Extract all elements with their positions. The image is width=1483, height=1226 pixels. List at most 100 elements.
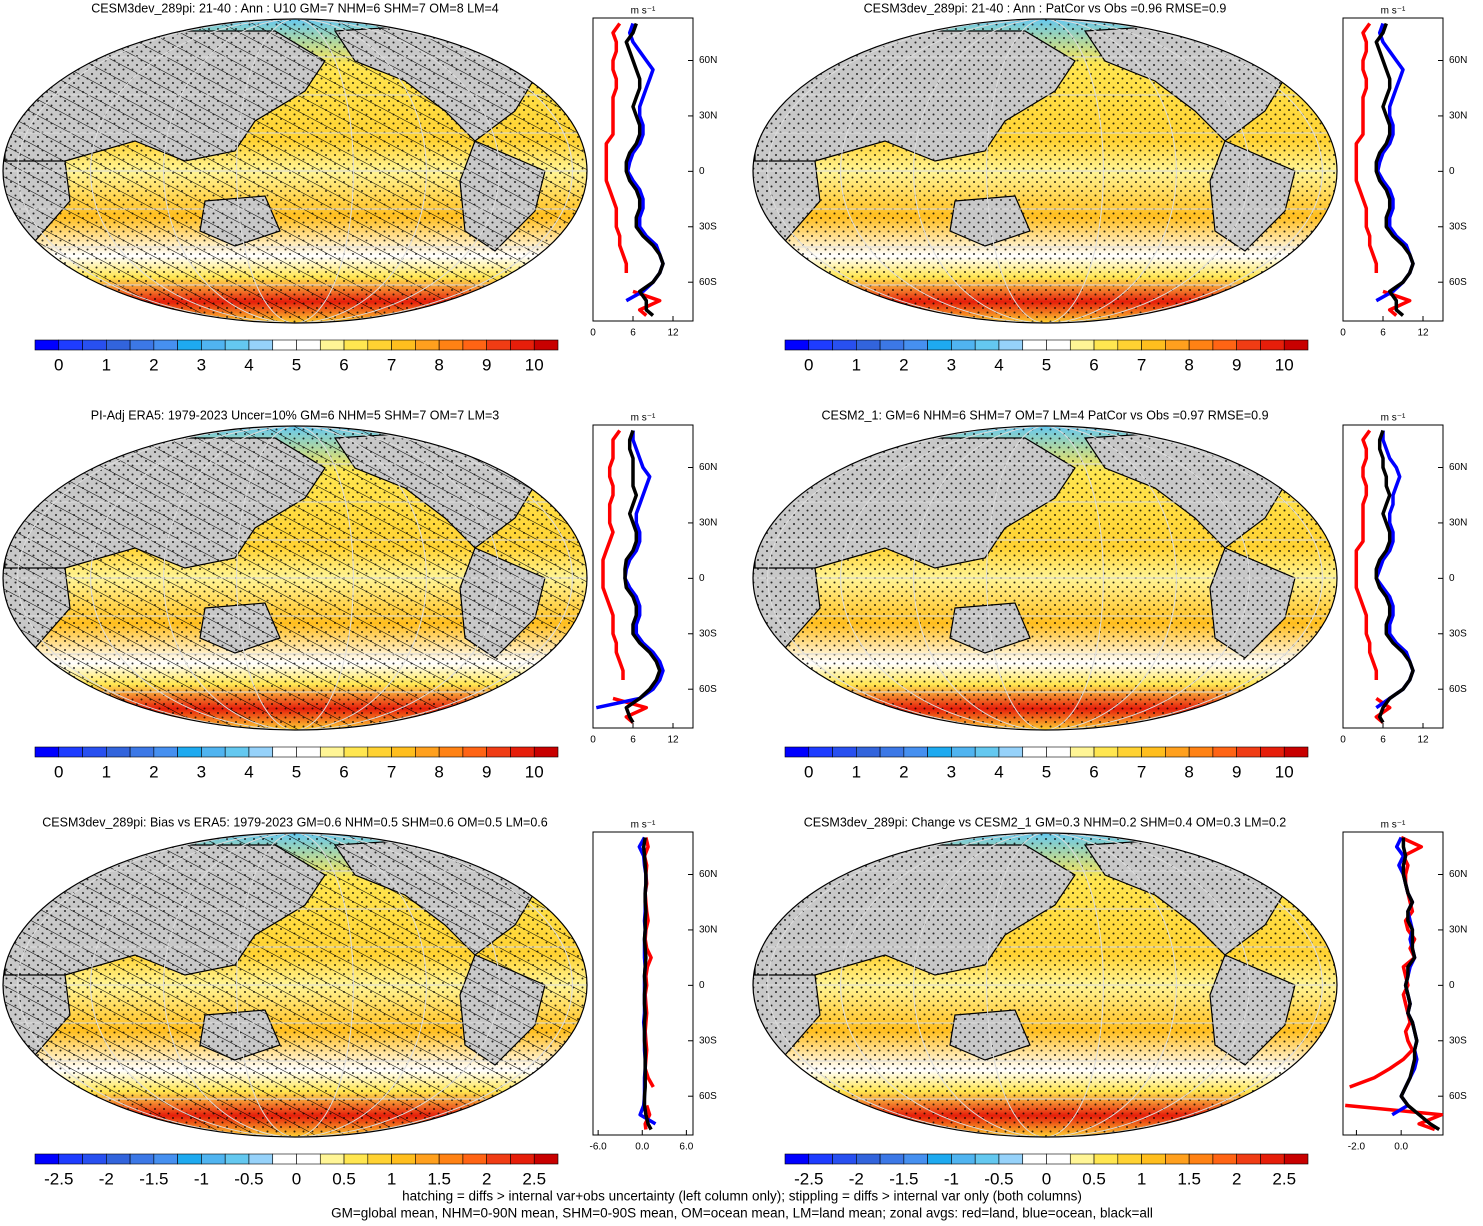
colorbar-box	[784, 746, 810, 758]
colorbar-box	[224, 1153, 250, 1165]
colorbar-box	[1188, 339, 1214, 351]
colorbar-box	[438, 746, 464, 758]
colorbar-tick-label: 1	[852, 762, 861, 781]
y-tick-label: 60S	[1449, 277, 1467, 288]
colorbar-box	[533, 746, 559, 758]
colorbar-box	[1046, 339, 1071, 351]
colorbar-box	[415, 746, 440, 758]
colorbar-box	[927, 746, 952, 758]
colorbar-tick-label: 6	[1089, 762, 1098, 781]
y-tick-label: 60S	[1449, 1091, 1467, 1102]
colorbar-box	[177, 339, 202, 351]
map-border	[752, 832, 1338, 1138]
panel-title: PI-Adj ERA5: 1979-2023 Uncer=10% GM=6 NH…	[91, 408, 500, 422]
map-border	[2, 832, 588, 1138]
zonal-line	[1374, 429, 1415, 724]
colorbar-box	[998, 1153, 1024, 1165]
colorbar-tick-label: 0	[804, 355, 813, 374]
colorbar-box	[879, 746, 905, 758]
x-tick-label: 0	[590, 735, 596, 746]
colorbar-tick-label: 2	[149, 762, 158, 781]
colorbar-box	[879, 339, 905, 351]
colorbar-box	[34, 339, 60, 351]
x-tick-label: 12	[667, 735, 679, 746]
colorbar-box	[1260, 746, 1285, 758]
colorbar-box	[951, 339, 976, 351]
y-tick-label: 60N	[699, 462, 717, 473]
colorbar-box	[1022, 1153, 1047, 1165]
colorbar-box	[1046, 1153, 1071, 1165]
colorbar-box	[1212, 1153, 1237, 1165]
zonal-frame	[592, 17, 694, 322]
y-tick-label: 30S	[699, 221, 717, 232]
x-tick-label: 12	[1417, 328, 1429, 339]
y-tick-label: 0	[699, 980, 705, 991]
y-tick-label: 30N	[699, 925, 717, 936]
colorbar-box	[832, 339, 857, 351]
colorbar-tick-label: 2.5	[1272, 1169, 1296, 1188]
colorbar-box	[856, 746, 881, 758]
colorbar-box	[1022, 339, 1047, 351]
colorbar-tick-label: 0.5	[332, 1169, 356, 1188]
colorbar-box	[272, 1153, 297, 1165]
colorbar-box	[832, 1153, 857, 1165]
y-tick-label: 60N	[699, 869, 717, 880]
colorbar-box	[1236, 746, 1261, 758]
y-tick-label: 60S	[1449, 684, 1467, 695]
colorbar-tick-label: 1.5	[427, 1169, 451, 1188]
colorbar-box	[951, 746, 976, 758]
colorbar-box	[486, 1153, 511, 1165]
colorbar-box	[1260, 339, 1285, 351]
colorbar-box	[879, 1153, 905, 1165]
colorbar-box	[510, 339, 535, 351]
colorbar-box	[1141, 746, 1166, 758]
zonal-unit: m s⁻¹	[1381, 820, 1406, 831]
y-tick-label: 60N	[699, 55, 717, 66]
colorbar-box	[106, 1153, 131, 1165]
zonal-unit: m s⁻¹	[631, 413, 656, 424]
colorbar-box	[903, 1153, 928, 1165]
colorbar-box	[1165, 1153, 1190, 1165]
colorbar-tick-label: 3	[947, 355, 956, 374]
colorbar-tick-label: -1.5	[139, 1169, 168, 1188]
colorbar-tick-label: 1	[1137, 1169, 1146, 1188]
colorbar-tick-label: 10	[525, 762, 544, 781]
y-tick-label: 30S	[1449, 1035, 1467, 1046]
colorbar-tick-label: 4	[994, 762, 1003, 781]
colorbar-box	[832, 746, 857, 758]
colorbar-box	[82, 746, 107, 758]
map-border	[2, 18, 588, 324]
colorbar-box	[82, 339, 107, 351]
x-tick-label: 0.0	[635, 1142, 649, 1153]
x-tick-label: 0.0	[1394, 1142, 1408, 1153]
colorbar-box	[1212, 746, 1237, 758]
colorbar-tick-label: -1	[194, 1169, 209, 1188]
colorbar-tick-label: 6	[339, 355, 348, 374]
y-tick-label: 60S	[699, 277, 717, 288]
colorbar-tick-label: 0	[292, 1169, 301, 1188]
colorbar-tick-label: 2.5	[522, 1169, 546, 1188]
colorbar-box	[1046, 746, 1071, 758]
colorbar-box	[856, 1153, 881, 1165]
colorbar-tick-label: 2	[1232, 1169, 1241, 1188]
y-tick-label: 30N	[1449, 111, 1467, 122]
colorbar-tick-label: 6	[1089, 355, 1098, 374]
panel-title: CESM3dev_289pi: Change vs CESM2_1 GM=0.3…	[804, 815, 1287, 829]
y-tick-label: 60S	[699, 1091, 717, 1102]
y-tick-label: 60N	[1449, 462, 1467, 473]
colorbar-box	[486, 746, 511, 758]
zonal-frame	[1342, 831, 1444, 1136]
colorbar-box	[1117, 339, 1142, 351]
colorbar-tick-label: 10	[525, 355, 544, 374]
colorbar-tick-label: -2.5	[44, 1169, 73, 1188]
zonal-unit: m s⁻¹	[1381, 413, 1406, 424]
y-tick-label: 30N	[699, 111, 717, 122]
colorbar-tick-label: 0	[804, 762, 813, 781]
colorbar-tick-label: -1.5	[889, 1169, 918, 1188]
map-border	[752, 18, 1338, 324]
colorbar-box	[272, 339, 297, 351]
colorbar-tick-label: 10	[1275, 355, 1294, 374]
colorbar-box	[391, 746, 416, 758]
